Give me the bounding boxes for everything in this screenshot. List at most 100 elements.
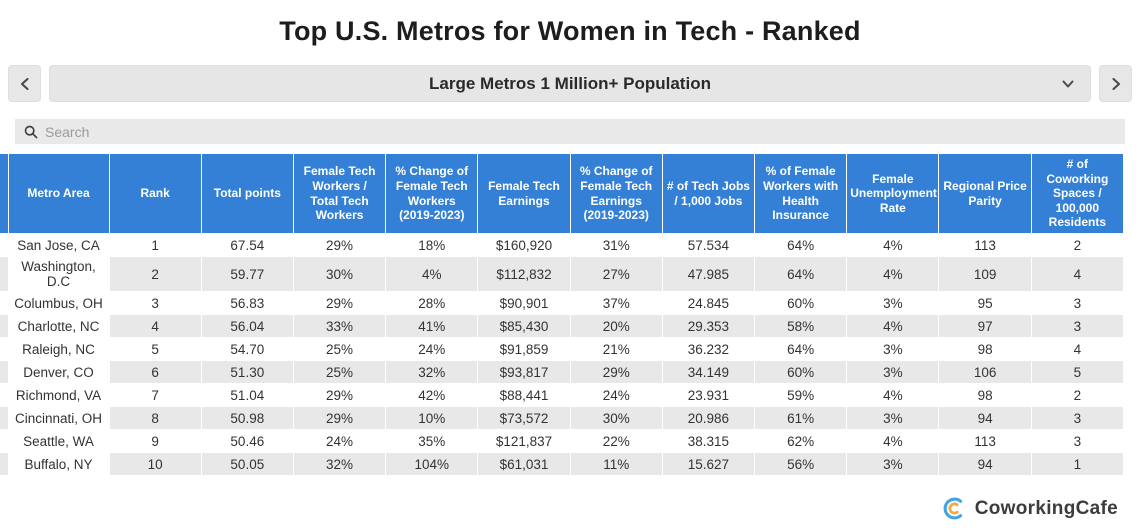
data-cell: 3 xyxy=(108,291,202,315)
data-cell: 2 xyxy=(1030,383,1125,407)
metro-area-cell: Buffalo, NY xyxy=(7,452,110,476)
data-cell: 109 xyxy=(938,256,1032,292)
data-cell: 94 xyxy=(938,406,1032,430)
data-cell: 3% xyxy=(846,452,940,476)
data-cell: 4% xyxy=(846,314,940,338)
data-cell: 5 xyxy=(108,337,202,361)
data-cell: 3% xyxy=(846,337,940,361)
data-cell: 61% xyxy=(754,406,848,430)
data-cell: $61,031 xyxy=(477,452,571,476)
cutoff-cell xyxy=(0,233,9,257)
data-cell: 51.04 xyxy=(200,383,294,407)
chevron-left-icon xyxy=(20,77,29,90)
cutoff-cell xyxy=(0,314,9,338)
data-cell: 24% xyxy=(385,337,479,361)
data-cell: $121,837 xyxy=(477,429,571,453)
column-header-8: # of Tech Jobs / 1,000 Jobs xyxy=(661,153,756,234)
data-cell: 29% xyxy=(292,383,387,407)
data-cell: 3 xyxy=(1030,406,1125,430)
data-cell: 24.845 xyxy=(661,291,756,315)
column-header-12: # of Coworking Spaces / 100,000 Resident… xyxy=(1030,153,1125,234)
data-cell: 29% xyxy=(569,360,663,384)
data-cell: 1 xyxy=(1030,452,1125,476)
data-cell: 31% xyxy=(569,233,663,257)
search-input[interactable] xyxy=(45,123,1117,140)
brand-footer-link[interactable]: CoworkingCafe xyxy=(0,496,1118,521)
data-cell: 98 xyxy=(938,337,1032,361)
table-body: San Jose, CA 1 67.54 29% 18% $160,920 31% 57.53… xyxy=(0,233,1125,476)
data-cell: 36.232 xyxy=(661,337,756,361)
data-cell: 95 xyxy=(938,291,1032,315)
data-cell: 35% xyxy=(385,429,479,453)
cutoff-cell xyxy=(0,406,9,430)
data-cell: 38.315 xyxy=(661,429,756,453)
data-cell: 51.30 xyxy=(200,360,294,384)
page-title: Top U.S. Metros for Women in Tech - Rank… xyxy=(279,16,861,46)
cutoff-cell xyxy=(0,429,9,453)
data-cell: 64% xyxy=(754,233,848,257)
data-cell: 4 xyxy=(1030,256,1125,292)
prev-category-button[interactable] xyxy=(8,65,41,102)
data-cell: 42% xyxy=(385,383,479,407)
data-cell: 30% xyxy=(569,406,663,430)
data-cell: 56% xyxy=(754,452,848,476)
data-cell: 25% xyxy=(292,337,387,361)
cutoff-cell xyxy=(0,383,9,407)
metro-area-cell: Cincinnati, OH xyxy=(7,406,110,430)
data-cell: 50.98 xyxy=(200,406,294,430)
data-cell: 58% xyxy=(754,314,848,338)
cutoff-cell xyxy=(0,337,9,361)
cutoff-cell xyxy=(0,291,9,315)
data-cell: 7 xyxy=(108,383,202,407)
table-row: Washington, D.C 2 59.77 30% 4% $112,832 27% 47.… xyxy=(0,256,1125,292)
data-cell: 20% xyxy=(569,314,663,338)
data-cell: 10 xyxy=(108,452,202,476)
column-header-7: % Change of Female Tech Earnings (2019-2… xyxy=(569,153,663,234)
data-cell: 113 xyxy=(938,429,1032,453)
data-cell: $90,901 xyxy=(477,291,571,315)
column-header-6: Female Tech Earnings xyxy=(477,153,571,234)
search-icon xyxy=(24,125,38,139)
metro-area-cell: Raleigh, NC xyxy=(7,337,110,361)
data-cell: 3% xyxy=(846,291,940,315)
data-cell: 56.83 xyxy=(200,291,294,315)
metro-area-cell: Denver, CO xyxy=(7,360,110,384)
data-cell: 24% xyxy=(292,429,387,453)
data-cell: 3 xyxy=(1030,429,1125,453)
metro-area-cell: Charlotte, NC xyxy=(7,314,110,338)
table-row: Buffalo, NY 10 50.05 32% 104% $61,031 11% 15.62… xyxy=(0,452,1125,476)
data-cell: 37% xyxy=(569,291,663,315)
data-cell: 18% xyxy=(385,233,479,257)
column-header-2: Rank xyxy=(108,153,202,234)
data-cell: 98 xyxy=(938,383,1032,407)
data-cell: 3% xyxy=(846,360,940,384)
table-row: Seattle, WA 9 50.46 24% 35% $121,837 22% 38.315… xyxy=(0,429,1125,453)
chevron-down-icon xyxy=(1062,80,1074,88)
data-cell: 113 xyxy=(938,233,1032,257)
search-bar xyxy=(15,119,1125,144)
table-row: Denver, CO 6 51.30 25% 32% $93,817 29% 34.149 60… xyxy=(0,360,1125,384)
metro-area-cell: Columbus, OH xyxy=(7,291,110,315)
chevron-right-icon xyxy=(1111,77,1120,90)
data-cell: 3% xyxy=(846,406,940,430)
data-cell: 22% xyxy=(569,429,663,453)
next-category-button[interactable] xyxy=(1099,65,1132,102)
data-cell: 27% xyxy=(569,256,663,292)
data-cell: 29.353 xyxy=(661,314,756,338)
ranking-table: Metro Area Rank Total points Female Tech Wo… xyxy=(0,153,1125,476)
data-cell: 20.986 xyxy=(661,406,756,430)
category-dropdown[interactable]: Large Metros 1 Million+ Population xyxy=(49,65,1091,102)
data-cell: 106 xyxy=(938,360,1032,384)
data-cell: 97 xyxy=(938,314,1032,338)
data-cell: 41% xyxy=(385,314,479,338)
data-cell: 2 xyxy=(1030,233,1125,257)
metro-area-cell: Washington, D.C xyxy=(7,256,110,292)
category-dropdown-label: Large Metros 1 Million+ Population xyxy=(429,73,711,93)
data-cell: 60% xyxy=(754,360,848,384)
data-cell: 4% xyxy=(846,256,940,292)
column-header-4: Female Tech Workers / Total Tech Workers xyxy=(292,153,387,234)
data-cell: 6 xyxy=(108,360,202,384)
data-cell: 4 xyxy=(1030,337,1125,361)
data-cell: 9 xyxy=(108,429,202,453)
column-header-9: % of Female Workers with Health Insuranc… xyxy=(754,153,848,234)
